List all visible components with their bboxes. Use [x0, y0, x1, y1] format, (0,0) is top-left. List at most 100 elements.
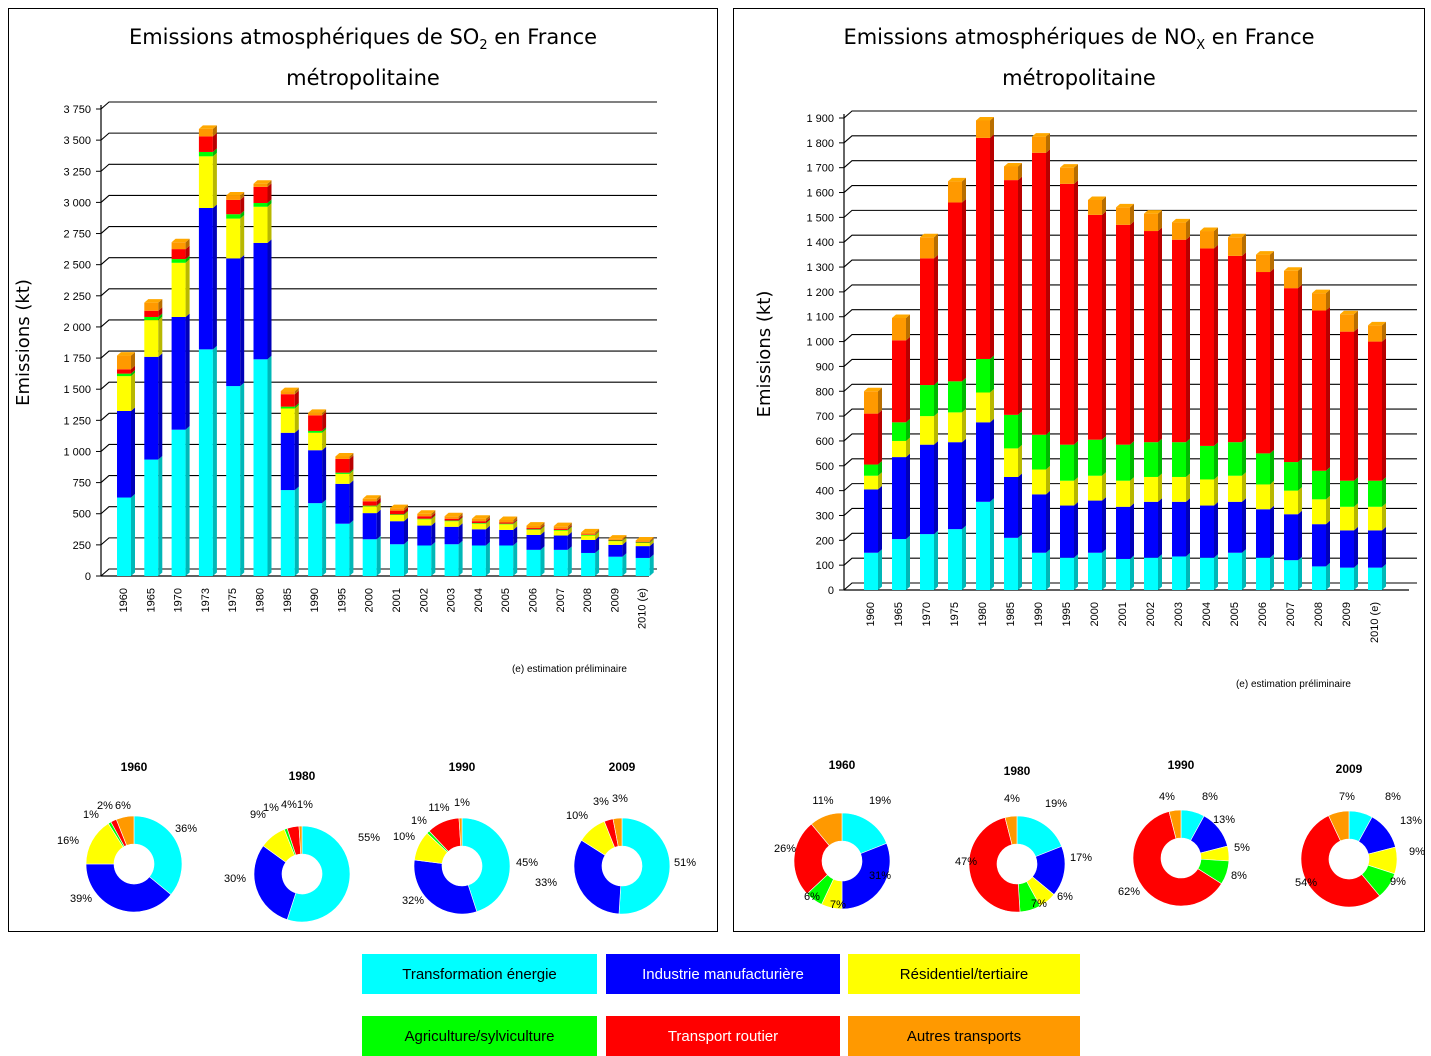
nox-bar-side: [1186, 236, 1190, 443]
so2-bar-side: [595, 528, 600, 535]
so2-bar-segment: [635, 541, 650, 543]
legend-agriculture-sylviculture: Agriculture/sylviculture: [362, 1016, 597, 1056]
nox-bar-stack: [1144, 210, 1162, 590]
legend-autres-transports: Autres transports: [848, 1016, 1080, 1056]
nox-bar-side: [990, 355, 994, 393]
so2-bar-side: [322, 499, 327, 576]
so2-bar-side: [567, 546, 572, 576]
so2-bar-segment: [117, 369, 131, 374]
nox-donut-label: 8%: [1202, 791, 1218, 803]
nox-bar-segment: [1060, 444, 1074, 481]
nox-bar-segment: [1340, 530, 1354, 568]
nox-bar-segment: [1144, 501, 1158, 558]
so2-donut-label: 51%: [674, 857, 696, 869]
nox-xtick-label: 1975: [949, 602, 961, 626]
nox-bar-stack: [1088, 196, 1106, 590]
nox-bar-side: [906, 314, 910, 341]
nox-bar-segment: [1312, 293, 1326, 311]
so2-bar-side: [540, 531, 545, 550]
nox-bar-segment: [1200, 248, 1214, 446]
so2-donut-slice: [458, 817, 463, 847]
nox-bar-segment: [1032, 469, 1046, 495]
so2-bar-side: [240, 215, 245, 259]
nox-bar-top: [1340, 310, 1358, 315]
nox-bar-segment: [1116, 207, 1130, 225]
so2-bar-segment: [581, 539, 596, 553]
so2-bar-stack: [144, 299, 163, 576]
so2-bar-side: [267, 203, 272, 243]
nox-bar-side: [1046, 133, 1050, 153]
so2-bar-segment: [471, 529, 486, 546]
so2-donut-label: 10%: [566, 810, 588, 822]
so2-bar-stack: [362, 495, 381, 576]
so2-bar-segment: [171, 242, 186, 250]
nox-xtick-label: 1970: [921, 602, 933, 626]
so2-bar-segment: [144, 316, 159, 321]
nox-donut-year: 1990: [1168, 758, 1195, 772]
so2-bar-segment: [635, 542, 650, 547]
so2-gridline: [100, 163, 657, 172]
nox-bar-side: [1298, 458, 1302, 491]
nox-bar-side: [1046, 431, 1050, 470]
so2-bar-segment: [253, 359, 268, 576]
nox-ytick-label: 1 700: [806, 163, 834, 175]
so2-gridline: [100, 319, 657, 328]
so2-donut-year: 1960: [121, 760, 148, 774]
nox-bar-segment: [1172, 442, 1186, 477]
nox-bar-side: [906, 453, 910, 540]
so2-bar-segment: [335, 483, 350, 524]
so2-bar-segment: [144, 356, 159, 460]
so2-ytick-label: 750: [73, 478, 91, 490]
so2-bar-segment: [362, 513, 377, 540]
nox-bar-segment: [1312, 470, 1326, 500]
so2-donut-label: 9%: [250, 809, 266, 821]
nox-bar-side: [906, 418, 910, 441]
nox-bar-segment: [1312, 566, 1326, 590]
so2-bar-side: [131, 372, 135, 411]
so2-bar-segment: [362, 506, 377, 514]
so2-bar-side: [212, 204, 217, 350]
so2-bar-segment: [444, 520, 459, 522]
so2-donut-label: 6%: [115, 800, 131, 812]
so2-donut-label: 32%: [402, 895, 424, 907]
so2-xtick-label: 1980: [255, 588, 267, 612]
so2-bar-side: [567, 532, 572, 550]
nox-bar-side: [1298, 556, 1302, 590]
nox-bar-side: [962, 177, 966, 203]
so2-donut-slice: [286, 825, 351, 923]
so2-bar-segment: [144, 310, 159, 317]
so2-bar-segment: [499, 545, 514, 576]
nox-donut-label: 4%: [1004, 793, 1020, 805]
nox-ytick-label: 800: [816, 386, 834, 398]
so2-ytick-label: 2 750: [63, 229, 91, 241]
so2-bar-side: [267, 355, 272, 576]
nox-bar-segment: [1256, 484, 1270, 510]
so2-bar-segment: [362, 498, 377, 502]
nox-donut-1980: 1980 19% 17% 6% 7% 47% 4%: [955, 764, 1092, 913]
nox-bar-segment: [976, 392, 990, 423]
nox-bar-segment: [1032, 136, 1046, 153]
nox-bar-side: [1382, 526, 1386, 568]
so2-bar-segment: [280, 490, 295, 576]
so2-bar-side: [485, 515, 490, 522]
so2-bar-segment: [581, 535, 596, 540]
nox-bar-segment: [1004, 476, 1018, 538]
so2-bar-side: [349, 452, 354, 459]
so2-bar-side: [649, 542, 654, 558]
so2-bar-segment: [117, 497, 131, 576]
so2-bar-side: [431, 510, 436, 517]
so2-bar-side: [376, 495, 381, 502]
so2-donut-label: 1%: [263, 802, 279, 814]
so2-bar-top: [226, 192, 245, 196]
so2-donut-year: 1990: [449, 760, 476, 774]
so2-bar-top: [117, 352, 135, 356]
so2-bar-side: [349, 520, 354, 576]
nox-bar-segment: [1032, 152, 1046, 435]
so2-bar-side: [431, 512, 436, 519]
so2-bar-side: [376, 502, 381, 507]
so2-ytick-label: 1 750: [63, 353, 91, 365]
nox-ytick-label: 1 600: [806, 188, 834, 200]
nox-gridline: [843, 135, 1417, 144]
so2-bar-segment: [499, 524, 514, 530]
so2-bar-side: [212, 132, 217, 152]
